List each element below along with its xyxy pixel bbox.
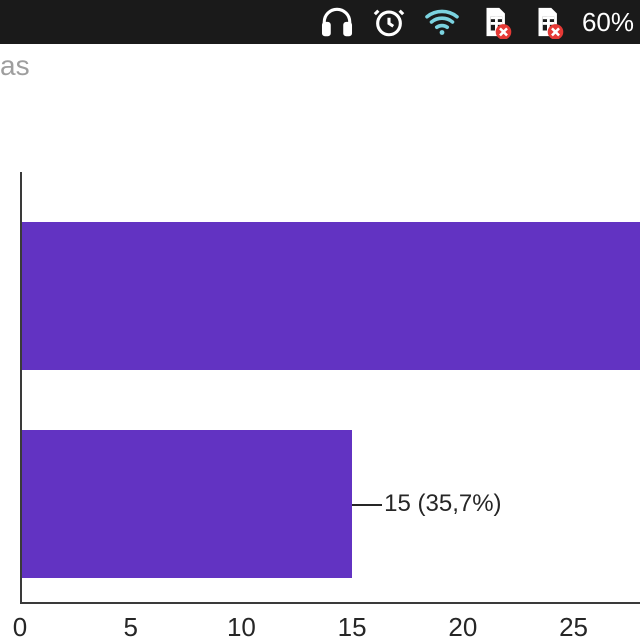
x-tick-label: 15 bbox=[338, 612, 367, 640]
sim-error-icon bbox=[478, 5, 512, 39]
status-bar: 60% bbox=[0, 0, 640, 44]
x-tick-label: 0 bbox=[13, 612, 27, 640]
x-tick-label: 5 bbox=[123, 612, 137, 640]
bar bbox=[22, 430, 352, 578]
battery-percent: 60% bbox=[582, 7, 634, 38]
headphones-icon bbox=[320, 5, 354, 39]
chart-subtitle: as bbox=[0, 44, 640, 82]
bar bbox=[22, 222, 640, 370]
bar-chart: 15 (35,7%) 0 5 10 15 20 25 bbox=[0, 82, 640, 640]
x-axis bbox=[20, 602, 640, 604]
sim-error-icon bbox=[530, 5, 564, 39]
x-tick-label: 20 bbox=[448, 612, 477, 640]
wifi-icon bbox=[424, 4, 460, 40]
x-tick-label: 10 bbox=[227, 612, 256, 640]
x-tick-label: 25 bbox=[559, 612, 588, 640]
bar-label: 15 (35,7%) bbox=[384, 490, 501, 518]
label-leader bbox=[352, 504, 382, 506]
alarm-icon bbox=[372, 5, 406, 39]
